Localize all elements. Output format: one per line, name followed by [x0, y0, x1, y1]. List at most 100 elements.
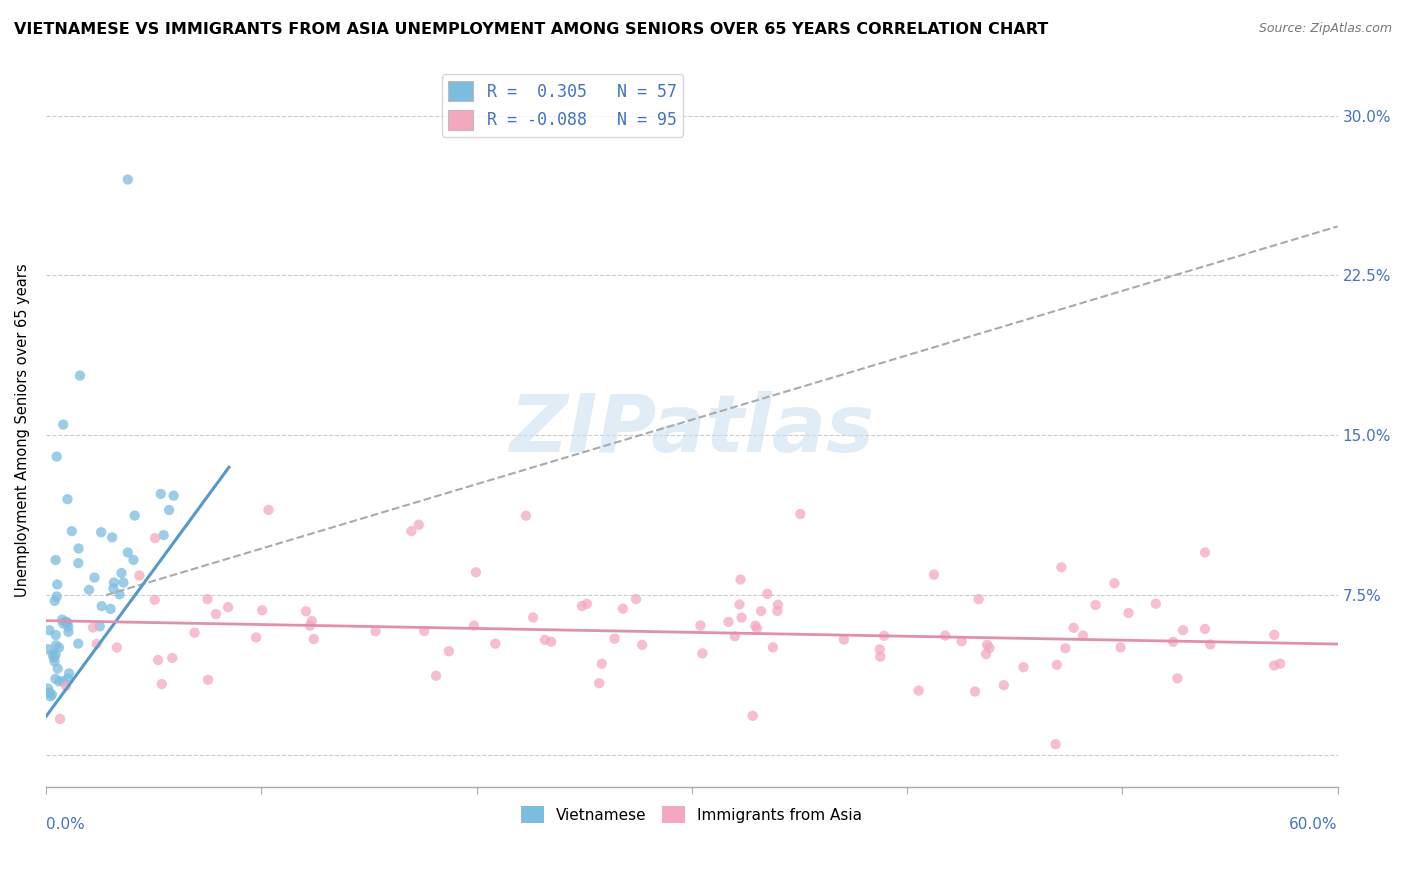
Point — [588, 676, 610, 690]
Point — [117, 172, 139, 186]
Point — [922, 567, 945, 582]
Point — [1171, 623, 1194, 637]
Point — [205, 607, 228, 621]
Point — [1046, 657, 1069, 672]
Point — [41, 688, 63, 702]
Point — [298, 618, 321, 632]
Point — [1084, 598, 1107, 612]
Point — [122, 553, 145, 567]
Point — [55, 615, 77, 629]
Point — [48, 640, 70, 655]
Point — [540, 635, 562, 649]
Text: Source: ZipAtlas.com: Source: ZipAtlas.com — [1258, 22, 1392, 36]
Point — [46, 577, 69, 591]
Point — [766, 598, 789, 612]
Point — [90, 599, 112, 614]
Point — [38, 624, 60, 638]
Point — [484, 637, 506, 651]
Point — [465, 566, 488, 580]
Point — [52, 674, 75, 689]
Point — [48, 674, 70, 689]
Point — [425, 669, 447, 683]
Point — [157, 503, 180, 517]
Point — [46, 662, 69, 676]
Point — [950, 634, 973, 648]
Point — [832, 632, 855, 647]
Point — [257, 503, 280, 517]
Point — [162, 489, 184, 503]
Point — [1144, 597, 1167, 611]
Point — [37, 642, 59, 657]
Point — [730, 573, 752, 587]
Point — [993, 678, 1015, 692]
Point — [58, 666, 80, 681]
Point — [603, 632, 626, 646]
Point — [756, 587, 779, 601]
Point — [152, 528, 174, 542]
Point — [1109, 640, 1132, 655]
Point — [1071, 628, 1094, 642]
Point — [67, 556, 90, 570]
Point — [197, 673, 219, 687]
Point — [101, 530, 124, 544]
Point — [44, 594, 66, 608]
Point — [907, 683, 929, 698]
Point — [197, 592, 219, 607]
Point — [689, 618, 711, 632]
Point — [77, 582, 100, 597]
Point — [162, 651, 184, 665]
Point — [1050, 560, 1073, 574]
Point — [408, 517, 430, 532]
Point — [56, 672, 79, 686]
Point — [55, 679, 77, 693]
Point — [745, 622, 768, 636]
Text: 60.0%: 60.0% — [1289, 817, 1337, 832]
Point — [143, 592, 166, 607]
Point — [90, 525, 112, 540]
Point — [934, 628, 956, 642]
Legend: R =  0.305   N = 57, R = -0.088   N = 95: R = 0.305 N = 57, R = -0.088 N = 95 — [441, 74, 683, 136]
Point — [979, 640, 1001, 655]
Point — [302, 632, 325, 646]
Point — [967, 592, 990, 607]
Point — [41, 647, 63, 661]
Point — [52, 417, 75, 432]
Point — [1063, 621, 1085, 635]
Point — [1161, 635, 1184, 649]
Point — [575, 597, 598, 611]
Point — [571, 599, 593, 613]
Point — [624, 592, 647, 607]
Point — [1012, 660, 1035, 674]
Point — [103, 582, 125, 596]
Point — [1194, 622, 1216, 636]
Point — [1194, 545, 1216, 559]
Point — [873, 629, 896, 643]
Point — [364, 624, 387, 639]
Point — [976, 638, 998, 652]
Point — [762, 640, 785, 655]
Point — [741, 708, 763, 723]
Point — [67, 637, 90, 651]
Point — [1268, 657, 1291, 671]
Point — [45, 590, 67, 604]
Point — [110, 566, 132, 580]
Point — [128, 568, 150, 582]
Point — [44, 655, 66, 669]
Point — [58, 624, 80, 639]
Point — [728, 598, 751, 612]
Point — [250, 603, 273, 617]
Point — [45, 648, 67, 662]
Point — [401, 524, 423, 538]
Point — [749, 604, 772, 618]
Point — [789, 507, 811, 521]
Point — [37, 681, 59, 696]
Point — [108, 587, 131, 601]
Point — [869, 642, 891, 657]
Point — [146, 653, 169, 667]
Point — [143, 531, 166, 545]
Point — [591, 657, 613, 671]
Point — [38, 685, 60, 699]
Point — [217, 600, 239, 615]
Point — [105, 640, 128, 655]
Point — [437, 644, 460, 658]
